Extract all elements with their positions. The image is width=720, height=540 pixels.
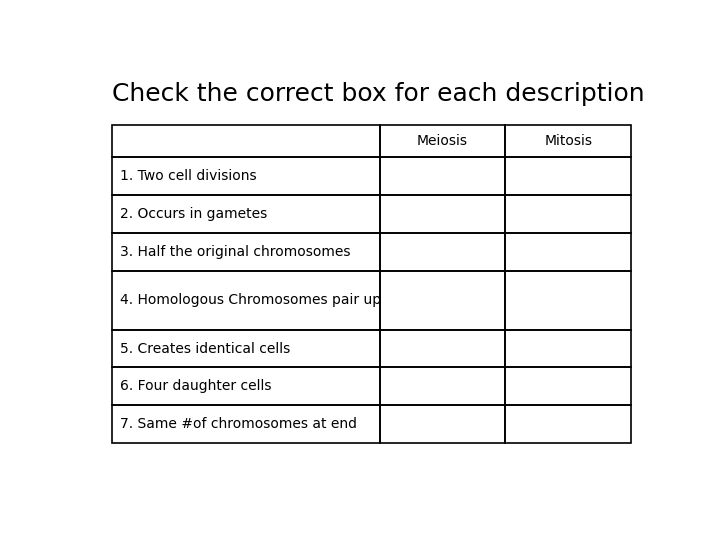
Bar	[505, 125, 631, 157]
Text: 4. Homologous Chromosomes pair up: 4. Homologous Chromosomes pair up	[120, 293, 381, 307]
Text: Meiosis: Meiosis	[417, 134, 468, 148]
Text: Check the correct box for each description: Check the correct box for each descripti…	[112, 82, 645, 106]
Bar	[112, 271, 379, 329]
Bar	[112, 233, 379, 271]
Bar	[379, 406, 505, 443]
Bar	[505, 195, 631, 233]
Bar	[112, 125, 379, 157]
Bar	[379, 271, 505, 329]
Bar	[505, 233, 631, 271]
Bar	[505, 406, 631, 443]
Bar	[112, 329, 379, 367]
Bar	[505, 271, 631, 329]
Bar	[112, 157, 379, 195]
Text: 5. Creates identical cells: 5. Creates identical cells	[120, 341, 290, 355]
Bar	[112, 406, 379, 443]
Bar	[379, 125, 505, 157]
Text: 7. Same #of chromosomes at end: 7. Same #of chromosomes at end	[120, 417, 356, 431]
Bar	[379, 195, 505, 233]
Bar	[379, 157, 505, 195]
Text: 2. Occurs in gametes: 2. Occurs in gametes	[120, 207, 267, 221]
Text: 1. Two cell divisions: 1. Two cell divisions	[120, 169, 256, 183]
Text: 3. Half the original chromosomes: 3. Half the original chromosomes	[120, 245, 350, 259]
Bar	[505, 367, 631, 406]
Bar	[379, 233, 505, 271]
Bar	[505, 157, 631, 195]
Bar	[112, 367, 379, 406]
Bar	[379, 329, 505, 367]
Text: Mitosis: Mitosis	[544, 134, 593, 148]
Text: 6. Four daughter cells: 6. Four daughter cells	[120, 380, 271, 393]
Bar	[112, 195, 379, 233]
Bar	[379, 367, 505, 406]
Bar	[505, 329, 631, 367]
